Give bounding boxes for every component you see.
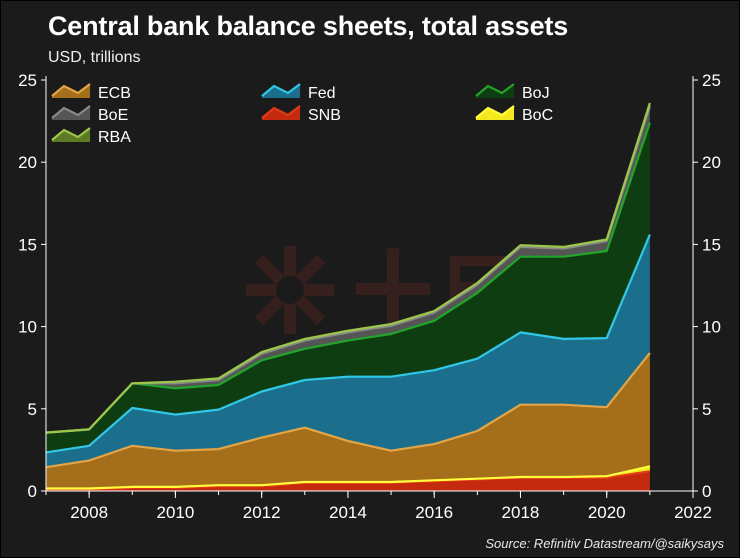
legend-swatch-line xyxy=(475,105,515,119)
area-outlines xyxy=(45,102,651,491)
y-tick-label-left: 25 xyxy=(18,71,37,90)
legend-item-boc: BoC xyxy=(475,105,553,124)
legend-item-snb: SNB xyxy=(261,105,341,124)
legend-swatch xyxy=(52,128,90,142)
legend-item-fed: Fed xyxy=(261,83,336,102)
source-note: Source: Refinitiv Datastream/@saikysays xyxy=(485,536,724,551)
x-tick-label: 2022 xyxy=(674,503,712,522)
area-boj xyxy=(46,122,650,453)
x-tick-label: 2018 xyxy=(502,503,540,522)
legend-label: BoC xyxy=(522,107,553,124)
area-ecb xyxy=(46,352,650,489)
legend-item-boe: BoE xyxy=(51,105,128,124)
y-tick-label-right: 25 xyxy=(702,71,721,90)
line-boj xyxy=(45,122,651,434)
legend-swatch-line xyxy=(475,83,515,97)
legend-swatch-line xyxy=(51,105,91,119)
legend-label: ECB xyxy=(98,85,131,102)
line-boc xyxy=(46,465,651,490)
legend-swatch-line xyxy=(51,127,91,141)
legend-label: RBA xyxy=(98,129,131,146)
y-tick-label-right: 20 xyxy=(702,153,721,172)
legend-swatch xyxy=(52,84,90,98)
y-tick-label-left: 5 xyxy=(28,400,37,419)
area-layers xyxy=(46,103,650,491)
area-fed xyxy=(46,234,650,468)
y-tick-label-right: 5 xyxy=(702,400,711,419)
legend-item-boj: BoJ xyxy=(475,83,550,102)
legend-swatch-line xyxy=(51,83,91,97)
y-tick-label-left: 20 xyxy=(18,153,37,172)
legend-label: BoE xyxy=(98,107,128,124)
legend-swatch-line xyxy=(261,105,301,119)
legend-swatch xyxy=(476,84,514,98)
legend-label: Fed xyxy=(308,85,336,102)
y-tick-label-right: 15 xyxy=(702,235,721,254)
legend: ECB Fed BoJ BoE SNB BoC RBA xyxy=(51,83,553,146)
legend-label: BoJ xyxy=(522,85,550,102)
x-tick-label: 2020 xyxy=(588,503,626,522)
x-tick-label: 2016 xyxy=(415,503,453,522)
x-tick-label: 2010 xyxy=(156,503,194,522)
line-fed xyxy=(45,234,651,454)
chart-subtitle: USD, trillions xyxy=(48,49,141,66)
y-tick-label-left: 10 xyxy=(18,318,37,337)
legend-swatch xyxy=(476,106,514,120)
legend-item-ecb: ECB xyxy=(51,83,131,102)
legend-label: SNB xyxy=(308,107,341,124)
y-tick-label-left: 0 xyxy=(28,482,37,501)
line-ecb xyxy=(45,352,651,469)
area-snb xyxy=(46,471,650,491)
x-tick-label: 2008 xyxy=(70,503,108,522)
legend-swatch-line xyxy=(261,83,301,97)
legend-swatch xyxy=(262,106,300,120)
y-tick-label-right: 0 xyxy=(702,482,711,501)
line-rba xyxy=(45,102,651,434)
y-tick-label-left: 15 xyxy=(18,235,37,254)
legend-swatch xyxy=(262,84,300,98)
x-tick-label: 2012 xyxy=(243,503,281,522)
y-tick-label-right: 10 xyxy=(702,318,721,337)
chart-title: Central bank balance sheets, total asset… xyxy=(48,11,569,41)
legend-item-rba: RBA xyxy=(51,127,131,146)
legend-swatch xyxy=(52,106,90,120)
x-tick-label: 2014 xyxy=(329,503,367,522)
